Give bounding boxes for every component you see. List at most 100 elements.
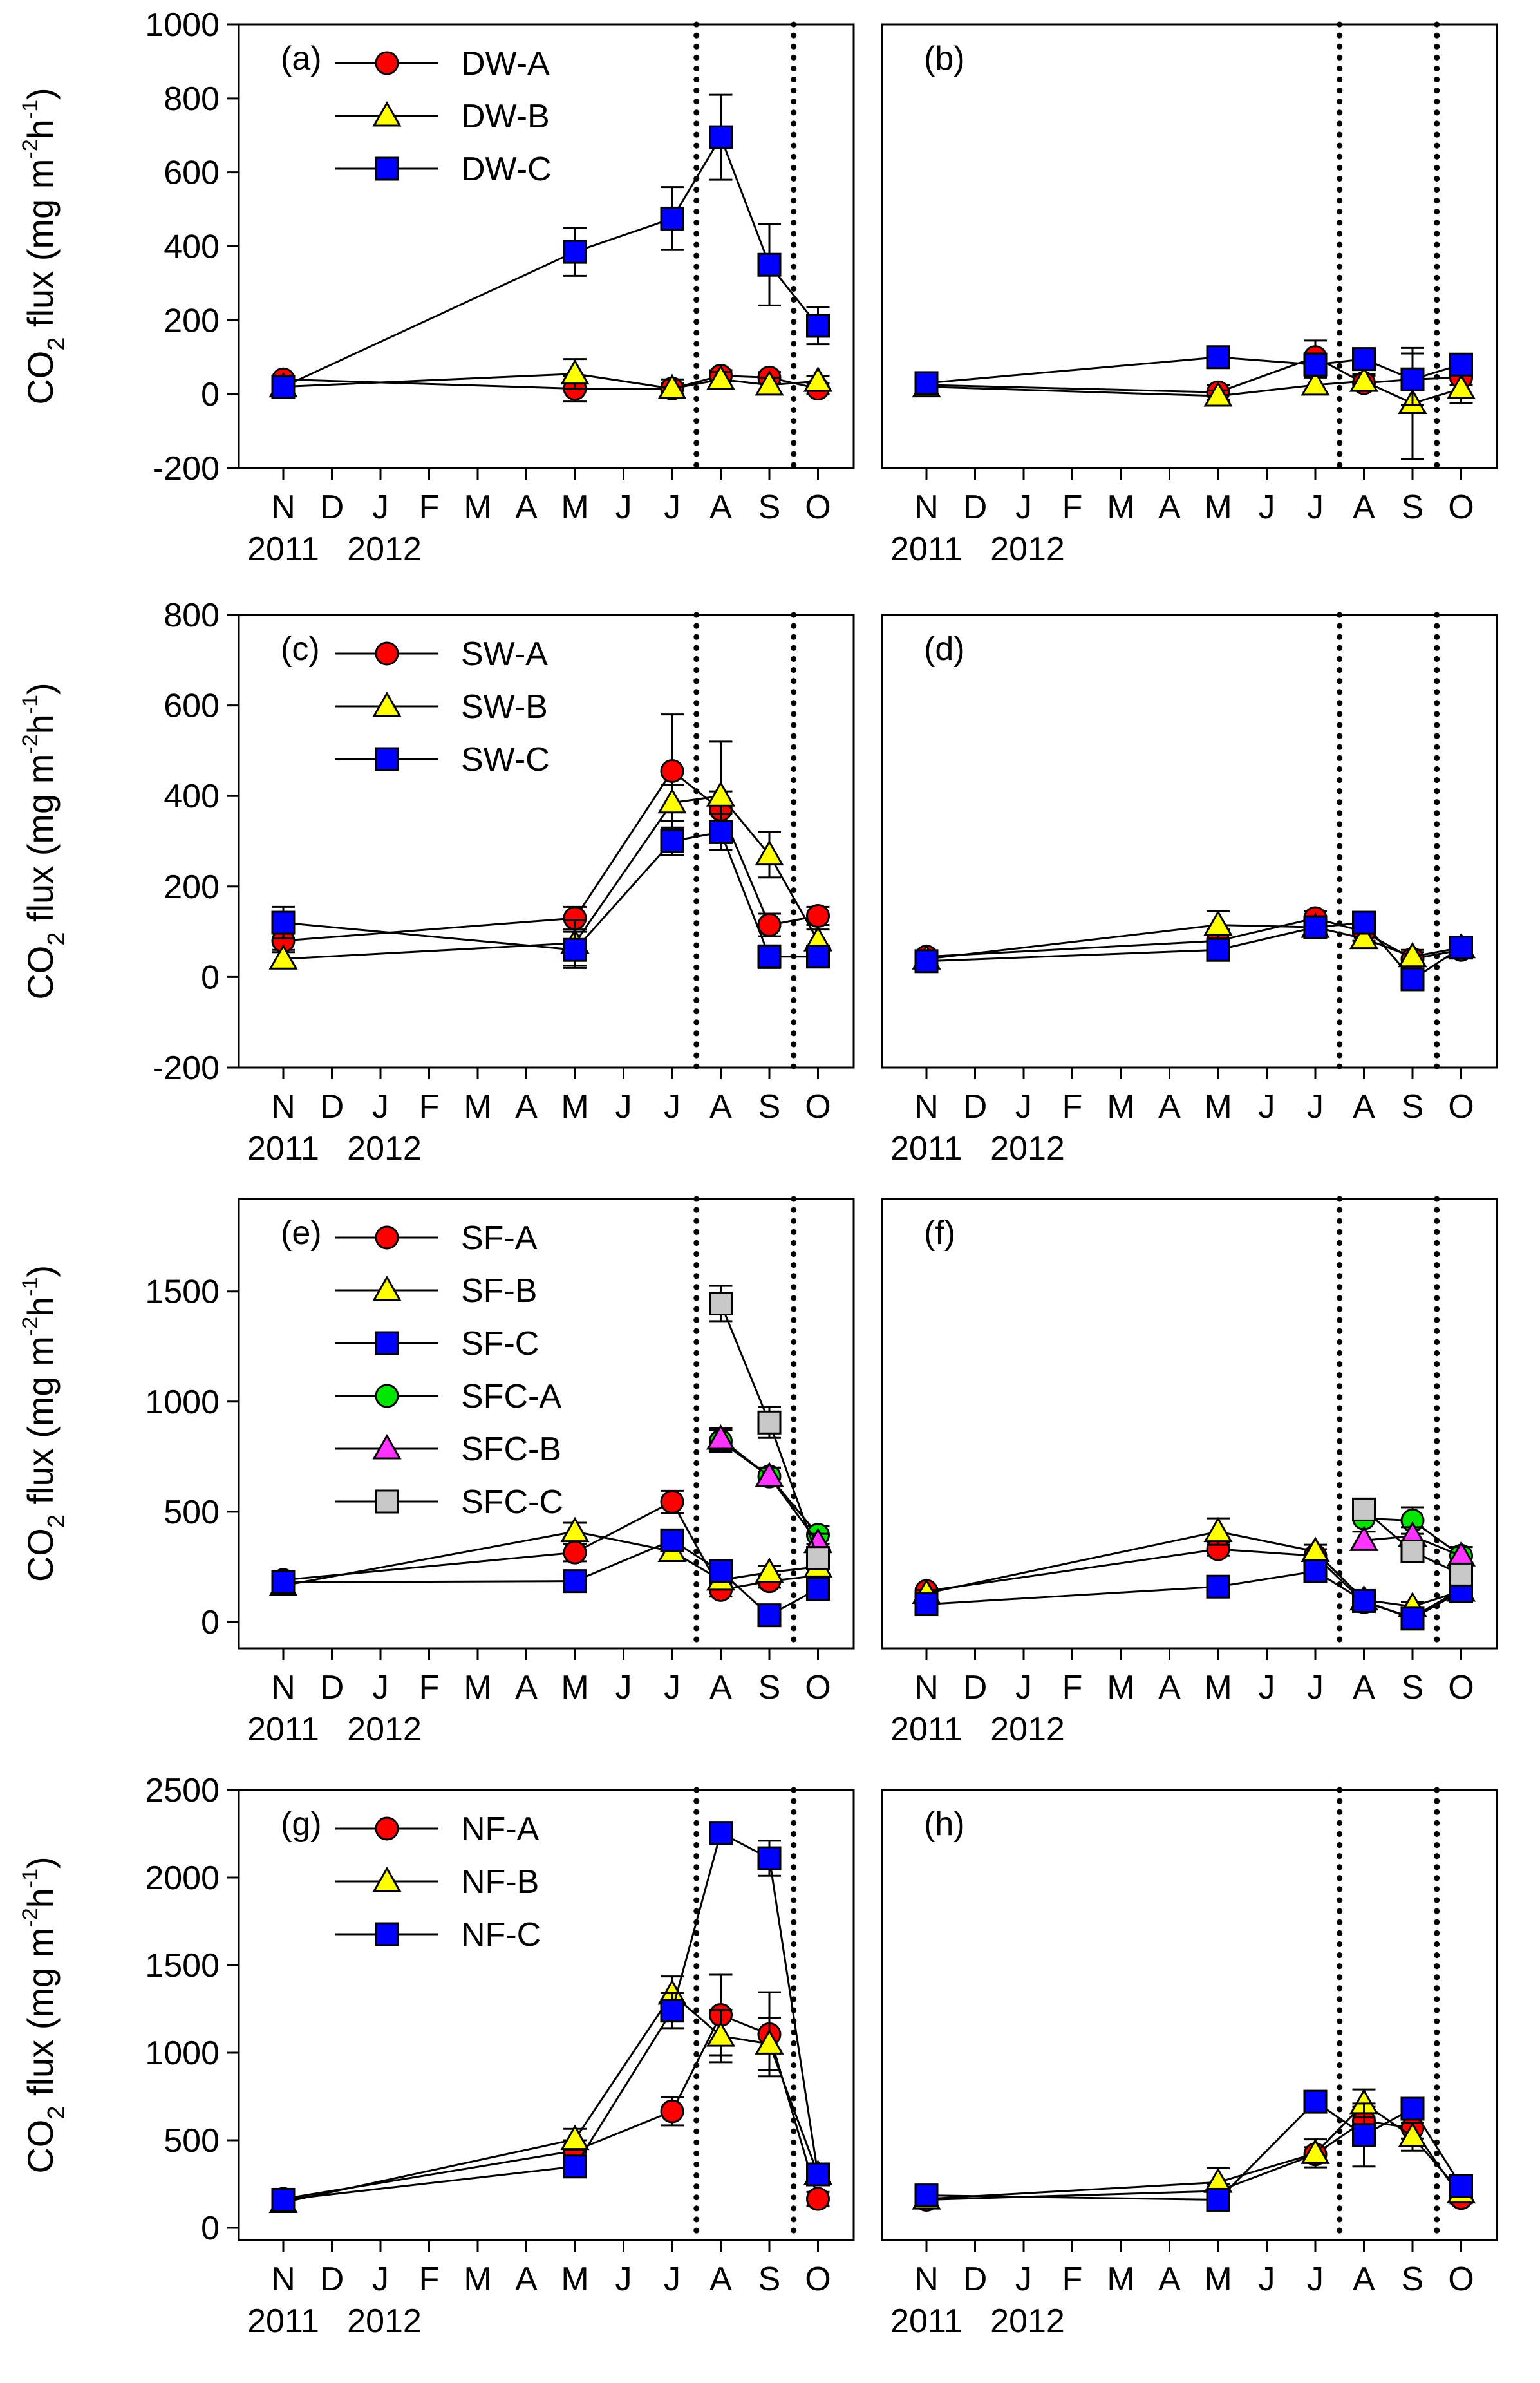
panel-c-legend-sw-b-marker xyxy=(372,691,402,717)
panel-f-frame xyxy=(881,1198,1498,1650)
panel-a-legend-dw-c-marker xyxy=(375,156,399,181)
panel-h-xtick-label-5: A xyxy=(1158,2261,1181,2298)
panel-g-nf-a-point-5 xyxy=(806,2187,830,2211)
panel-a-dw-c-point-4 xyxy=(757,252,782,277)
panel-f-xtick-label-8: J xyxy=(1307,1669,1324,1706)
panel-f-xtick-label-1: D xyxy=(963,1669,988,1706)
panel-e-xtick-label-2: J xyxy=(372,1669,389,1706)
panel-e-legend-sf-a-marker xyxy=(375,1225,399,1250)
panel-e-label: (e) xyxy=(281,1214,322,1252)
panel-f-xtick-label-3: F xyxy=(1062,1669,1083,1706)
panel-e-xtick-label-8: J xyxy=(664,1669,681,1706)
panel-a-xtick-label-10: S xyxy=(758,489,781,526)
panel-b-year-2012: 2012 xyxy=(990,531,1065,568)
panel-g-legend-nf-c-label: NF-C xyxy=(461,1916,541,1954)
panel-g-xtick-label-10: S xyxy=(758,2261,781,2298)
panel-h-nf-b-line xyxy=(926,2102,1462,2200)
panel-d-xtick-label-0: N xyxy=(914,1088,939,1126)
panel-d-xtick-label-11: O xyxy=(1448,1088,1474,1126)
panel-a-ytick-label-4: 600 xyxy=(164,155,220,192)
panel-b-xtick-label-7: J xyxy=(1259,489,1275,526)
panel-b-dw-b-point-5 xyxy=(1446,373,1476,400)
panel-d-xtick-label-8: J xyxy=(1307,1088,1324,1126)
panel-a-label: (a) xyxy=(281,40,322,77)
panel-e-legend-sf-a-label: SF-A xyxy=(461,1220,538,1257)
panel-f-sf-c-point-3 xyxy=(1352,1588,1376,1613)
panel-d-sw-b-point-4 xyxy=(1398,941,1427,968)
panel-d-xtick-label-3: F xyxy=(1062,1088,1083,1126)
panel-g-xtick-label-7: J xyxy=(615,2261,632,2298)
panel-f-sf-c-point-0 xyxy=(914,1592,939,1617)
panel-h-xtick-label-10: S xyxy=(1402,2261,1424,2298)
panel-f-sf-c-line xyxy=(926,1570,1462,1620)
panel-a-xtick-label-6: M xyxy=(561,489,588,526)
panel-a-ytick-label-3: 400 xyxy=(164,229,220,266)
panel-a-ytick-label-1: 0 xyxy=(201,376,220,413)
panel-b-xtick-label-1: D xyxy=(963,489,988,526)
panel-e-year-2012: 2012 xyxy=(347,1711,422,1748)
panel-e-sf-c-point-4 xyxy=(757,1603,782,1628)
panel-b-label: (b) xyxy=(924,40,965,77)
panel-b-dw-c-point-2 xyxy=(1303,352,1328,377)
panel-h-nf-c-point-4 xyxy=(1400,2096,1425,2121)
panel-f-label: (f) xyxy=(924,1214,955,1252)
panel-a-legend-dw-b-marker xyxy=(372,100,402,127)
panel-f-xtick-label-7: J xyxy=(1259,1669,1275,1706)
panel-f-xtick-label-5: A xyxy=(1158,1669,1181,1706)
panel-e-legend-sfc-c-label: SFC-C xyxy=(461,1483,563,1521)
panel-g-nf-c-line xyxy=(283,1831,819,2201)
panel-e-legend-sf-b-marker xyxy=(372,1275,402,1301)
panel-g-legend-nf-a-label: NF-A xyxy=(461,1811,540,1848)
panel-e-legend-sfc-a-marker xyxy=(375,1384,399,1408)
panel-c-xtick-label-10: S xyxy=(758,1088,781,1126)
panel-c-sw-b-point-3 xyxy=(706,781,736,807)
panel-e-legend-sfc-b-label: SFC-B xyxy=(461,1431,561,1468)
panel-d-xtick-label-10: S xyxy=(1402,1088,1424,1126)
panel-b-dw-c-point-1 xyxy=(1206,345,1230,370)
panel-c-ytick-label-4: 600 xyxy=(164,688,220,725)
panel-h-frame xyxy=(881,1789,1498,2241)
panel-f-year-2011: 2011 xyxy=(890,1711,962,1748)
panel-g-ytick-label-2: 1000 xyxy=(145,2035,220,2072)
panel-e-ytick-label-3: 1500 xyxy=(145,1274,220,1311)
panel-h-xtick-label-1: D xyxy=(963,2261,988,2298)
panel-c-legend-sw-a-marker xyxy=(375,641,399,666)
panel-a-ytick-label-6: 1000 xyxy=(145,6,220,44)
panel-e-legend-sfc-a-label: SFC-A xyxy=(461,1378,561,1415)
panel-h-nf-c-point-1 xyxy=(1206,2187,1230,2212)
panel-e-ytick-label-0: 0 xyxy=(201,1604,220,1641)
panel-g-legend-nf-c-marker xyxy=(375,1922,399,1946)
panel-g-xtick-label-1: D xyxy=(320,2261,344,2298)
panel-c-sw-a-point-4 xyxy=(757,913,782,937)
panel-g-nf-c-point-1 xyxy=(563,2154,587,2179)
panel-d-sw-c-point-5 xyxy=(1449,936,1473,960)
panel-d-sw-c-line xyxy=(926,921,1462,981)
panel-f-xtick-label-4: M xyxy=(1107,1669,1134,1706)
panel-g-nf-b-point-3 xyxy=(706,2021,736,2047)
panel-a-xtick-label-2: J xyxy=(372,489,389,526)
panel-d-xtick-label-5: A xyxy=(1158,1088,1181,1126)
panel-f-sf-b-point-1 xyxy=(1203,1516,1233,1543)
panel-h-year-2012: 2012 xyxy=(990,2303,1065,2340)
panel-e-sf-b-point-4 xyxy=(755,1557,784,1583)
panel-c-xtick-label-9: A xyxy=(709,1088,732,1126)
panel-f-xtick-label-10: S xyxy=(1402,1669,1424,1706)
panel-f-xtick-label-11: O xyxy=(1448,1669,1474,1706)
panel-h-xtick-label-11: O xyxy=(1448,2261,1474,2298)
panel-e-xtick-label-0: N xyxy=(271,1669,296,1706)
panel-a-dw-b-point-2 xyxy=(657,373,687,400)
panel-e-sf-a-point-1 xyxy=(563,1540,587,1565)
panel-g-ytick-label-3: 1500 xyxy=(145,1947,220,1984)
panel-b-xtick-label-5: A xyxy=(1158,489,1181,526)
panel-g-xtick-label-0: N xyxy=(271,2261,296,2298)
panel-h-nf-a-line xyxy=(926,2120,1462,2201)
panel-a-xtick-label-7: J xyxy=(615,489,632,526)
panel-c-sw-c-point-0 xyxy=(271,910,296,935)
panel-g-xtick-label-8: J xyxy=(664,2261,681,2298)
panel-a-xtick-label-5: A xyxy=(515,489,538,526)
panel-e-sf-a-point-2 xyxy=(660,1489,684,1514)
panel-g-xtick-label-2: J xyxy=(372,2261,389,2298)
panel-a-dw-b-point-5 xyxy=(803,366,833,392)
panel-g-year-2012: 2012 xyxy=(347,2303,422,2340)
panel-e-legend-sf-c-label: SF-C xyxy=(461,1325,539,1362)
